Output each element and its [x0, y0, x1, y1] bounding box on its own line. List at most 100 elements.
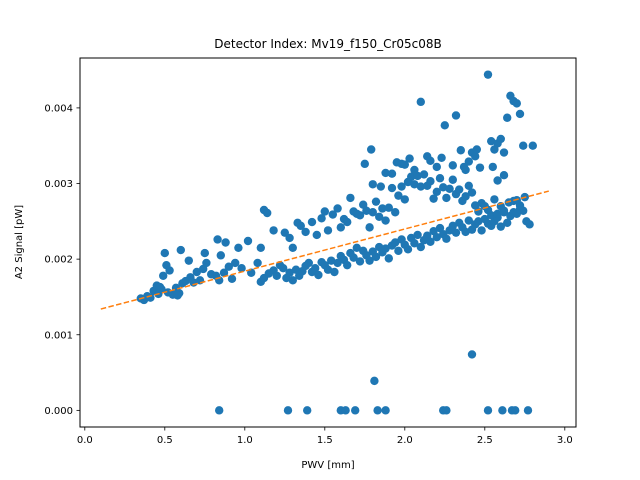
x-tick-label: 2.0	[397, 435, 413, 446]
data-point	[499, 206, 509, 215]
data-point	[371, 197, 381, 206]
data-point	[360, 159, 369, 169]
data-point	[362, 206, 371, 215]
data-point	[487, 136, 496, 146]
data-point	[351, 406, 360, 415]
y-tick-label: 0.002	[44, 255, 73, 266]
data-point	[525, 220, 534, 229]
data-point	[400, 195, 409, 204]
data-point	[272, 271, 281, 280]
data-point	[279, 264, 288, 273]
data-point	[312, 230, 321, 240]
data-point	[464, 216, 473, 225]
y-tick-label: 0.003	[44, 179, 73, 190]
data-point	[237, 264, 246, 273]
data-point	[496, 134, 505, 144]
y-axis-ticks: 0.000 0.001 0.002 0.003 0.004	[44, 103, 80, 417]
data-point	[343, 217, 352, 227]
data-point	[461, 165, 470, 175]
data-point	[442, 406, 451, 415]
data-point	[440, 121, 449, 130]
fit-layer	[100, 190, 549, 310]
data-point	[391, 208, 400, 217]
data-point	[355, 257, 365, 266]
data-point	[285, 233, 294, 243]
data-point	[464, 181, 473, 190]
data-point	[410, 180, 419, 189]
data-point	[176, 245, 185, 255]
y-tick-label: 0.000	[44, 406, 73, 417]
data-point	[464, 157, 473, 166]
data-point	[391, 238, 400, 247]
data-point	[365, 256, 374, 265]
data-point	[498, 406, 507, 415]
data-point	[461, 227, 470, 237]
data-point	[227, 274, 237, 283]
data-point	[410, 165, 419, 175]
x-axis-label: PWV [mm]	[301, 460, 354, 471]
data-point	[234, 243, 243, 252]
data-point	[528, 141, 537, 150]
data-point	[341, 406, 350, 415]
data-point	[451, 228, 461, 237]
data-point	[523, 406, 533, 415]
data-point	[432, 233, 441, 242]
data-point	[213, 235, 222, 244]
data-point	[192, 267, 201, 277]
data-point	[349, 253, 358, 262]
data-point	[216, 251, 225, 260]
data-point	[311, 264, 320, 273]
data-point	[432, 187, 441, 197]
data-point	[448, 175, 457, 184]
data-point	[263, 208, 272, 218]
data-point	[451, 111, 461, 120]
data-point	[173, 291, 182, 300]
data-point	[330, 267, 339, 277]
data-point	[413, 230, 422, 240]
data-point	[328, 210, 337, 219]
data-point	[445, 184, 454, 194]
data-point	[426, 237, 435, 246]
data-point	[160, 248, 169, 258]
data-point	[503, 218, 512, 228]
points-layer	[136, 70, 537, 415]
data-point	[403, 245, 413, 254]
data-point	[343, 260, 352, 270]
data-point	[483, 406, 493, 415]
data-point	[488, 162, 497, 172]
y-tick-label: 0.004	[44, 103, 73, 114]
data-point	[448, 221, 457, 231]
data-point	[219, 268, 229, 277]
data-point	[429, 194, 438, 203]
data-point	[159, 271, 168, 280]
data-point	[352, 243, 361, 252]
data-point	[512, 99, 521, 108]
data-point	[467, 350, 477, 359]
data-point	[336, 223, 345, 232]
data-point	[381, 406, 390, 415]
data-point	[253, 258, 262, 268]
data-point	[283, 406, 293, 415]
data-point	[416, 182, 425, 191]
data-point	[224, 262, 233, 271]
data-point	[323, 265, 333, 274]
data-point	[461, 192, 470, 201]
data-point	[384, 254, 393, 263]
data-point	[327, 256, 336, 265]
data-point	[202, 258, 211, 268]
data-point	[437, 153, 446, 163]
data-point	[416, 242, 425, 252]
data-point	[200, 248, 209, 258]
data-point	[426, 177, 435, 186]
data-point	[442, 234, 451, 243]
data-point	[365, 223, 374, 232]
data-point	[368, 180, 377, 189]
trend-line	[100, 190, 549, 310]
data-point	[511, 406, 520, 415]
data-point	[296, 221, 305, 231]
data-point	[376, 182, 385, 191]
plot-frame	[79, 57, 577, 428]
chart-title: Detector Index: Mv19_f150_Cr05c08B	[214, 37, 442, 51]
